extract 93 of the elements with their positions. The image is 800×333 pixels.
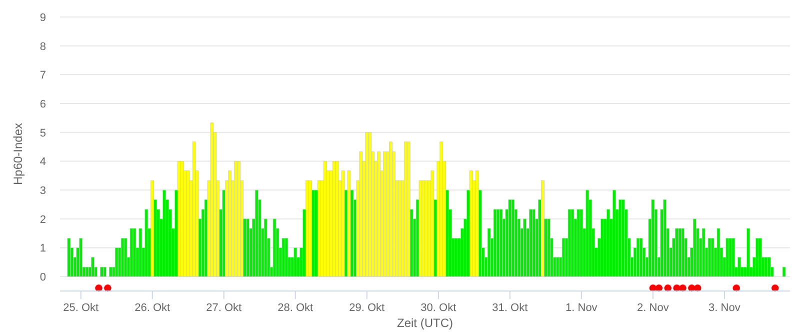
bar xyxy=(264,218,268,277)
bar xyxy=(359,151,363,277)
y-tick-label: 3 xyxy=(40,185,46,198)
bar xyxy=(124,238,128,277)
bar xyxy=(130,228,134,277)
bar xyxy=(108,266,112,277)
bar xyxy=(782,266,786,277)
bar xyxy=(272,218,276,277)
y-tick-label: 0 xyxy=(40,272,46,284)
bar xyxy=(186,170,190,277)
y-tick-label: 7 xyxy=(40,70,46,82)
bar xyxy=(150,180,154,277)
bar xyxy=(651,199,655,277)
x-tick-label: 1. Nov xyxy=(566,302,598,314)
bar xyxy=(254,190,258,277)
bar xyxy=(341,170,345,277)
bar xyxy=(546,218,550,277)
bar xyxy=(692,218,696,277)
y-tick-label: 4 xyxy=(40,156,46,168)
bar xyxy=(612,190,616,277)
y-axis-title: Hp60-Index xyxy=(11,122,25,186)
bar xyxy=(377,151,381,277)
y-tick-label: 1 xyxy=(40,242,46,255)
bar xyxy=(210,122,214,277)
bar xyxy=(132,228,136,277)
bar xyxy=(308,180,312,277)
bar xyxy=(284,238,288,277)
bar xyxy=(406,142,410,277)
y-tick-label: 9 xyxy=(40,12,46,24)
bar xyxy=(746,228,750,277)
bar xyxy=(335,161,339,277)
bar xyxy=(180,161,184,277)
x-tick-label: 26. Okt xyxy=(134,302,170,314)
y-tick-label: 2 xyxy=(40,214,46,226)
bar xyxy=(246,218,250,277)
x-tick-label: 2. Nov xyxy=(637,302,670,314)
bar xyxy=(100,266,104,277)
bar xyxy=(758,238,762,277)
bar xyxy=(487,228,491,277)
y-tick-label: 8 xyxy=(40,40,46,53)
bar xyxy=(523,218,527,277)
bar xyxy=(114,248,118,277)
bar xyxy=(103,266,106,277)
bar xyxy=(764,257,768,277)
bar xyxy=(162,190,166,277)
bar xyxy=(556,257,560,277)
bar xyxy=(580,209,584,277)
bar xyxy=(532,209,536,277)
bar xyxy=(368,132,372,277)
bar xyxy=(675,228,678,277)
y-tick-label: 6 xyxy=(40,98,46,111)
bar xyxy=(237,161,240,277)
bar xyxy=(663,199,667,277)
bar xyxy=(681,228,684,277)
x-tick-label: 27. Okt xyxy=(206,302,242,314)
bar xyxy=(79,238,83,277)
bar xyxy=(475,170,479,277)
bar xyxy=(621,199,625,277)
bar xyxy=(678,228,682,277)
bar xyxy=(294,248,298,277)
y-tick-label: 5 xyxy=(40,127,46,140)
bar xyxy=(144,209,148,277)
x-tick-label: 29. Okt xyxy=(349,302,385,314)
bar xyxy=(85,266,89,277)
bar xyxy=(347,170,351,277)
bar xyxy=(440,142,444,277)
bar xyxy=(716,228,720,277)
bar xyxy=(511,199,515,277)
bar xyxy=(389,142,392,277)
bar xyxy=(469,170,473,277)
bar xyxy=(639,238,643,277)
bar xyxy=(732,238,736,277)
bar xyxy=(138,228,142,277)
bar xyxy=(499,209,503,277)
bar xyxy=(738,257,742,277)
x-tick-label: 25. Okt xyxy=(63,302,99,314)
bar xyxy=(91,257,94,277)
bar xyxy=(228,170,232,277)
bar xyxy=(710,238,714,277)
x-axis-title: Zeit (UTC) xyxy=(397,316,453,330)
bar xyxy=(586,190,590,277)
x-tick-label: 31. Okt xyxy=(492,302,528,314)
bar xyxy=(702,228,706,277)
bar xyxy=(323,161,327,277)
x-tick-label: 28. Okt xyxy=(278,302,314,314)
x-tick-label: 30. Okt xyxy=(420,302,456,314)
bar xyxy=(430,170,434,277)
bar xyxy=(67,238,71,277)
bar xyxy=(570,209,574,277)
bar xyxy=(541,180,544,277)
bar xyxy=(606,209,610,277)
bar xyxy=(767,257,771,277)
x-tick-label: 3. Nov xyxy=(708,302,741,314)
